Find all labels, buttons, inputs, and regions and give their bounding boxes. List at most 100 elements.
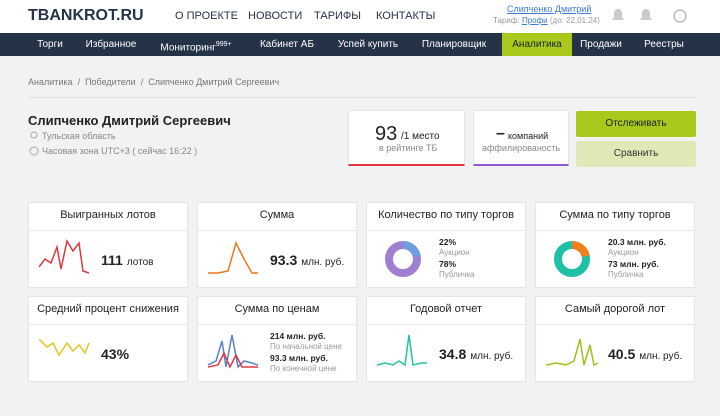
card-title: Самый дорогой лот [564,303,666,315]
crumb[interactable]: Победители [85,77,136,87]
stat-card: Выигранных лотов 111 лотов [28,202,188,288]
menu: Торги Избранное Мониторинг999+ Кабинет АБ Ус… [0,33,720,56]
entry-label: По начальной цене [270,342,342,351]
profile-timezone: Часовая зона UTC+3 ( сейчас 16:22 ) [42,146,198,156]
graphic [554,241,590,277]
profile-name: Слипченко Дмитрий Сергеевич [28,113,231,128]
unit: млн. руб. [639,351,683,362]
card-graphic [208,240,258,274]
entry-value: 214 млн. руб. [270,331,326,341]
nav-link[interactable]: ТАРИФЫ [314,10,362,22]
menu-item[interactable]: Мониторинг999+ [160,41,232,54]
graphic [39,338,90,357]
card-divider [367,230,525,231]
affiliate-box: – компаний аффилированость [473,110,569,166]
compare-label[interactable]: Сравнить [613,148,659,159]
stat-card: Количество по типу торгов 22% Аукцион 78% Пу… [366,202,526,288]
affiliate-unit: компаний [508,131,549,141]
card-graphic [546,338,599,367]
card-divider [198,230,356,231]
stat-card: Сумма по ценам 214 млн. руб. По начальной … [197,296,357,382]
tariff-label: Тариф: [493,16,520,25]
entry-value: 78% [439,259,457,269]
card-value: 111 лотов [101,252,153,268]
value: 43% [101,346,130,362]
divider [28,97,696,98]
tariff-name[interactable]: Профи [521,16,548,25]
breadcrumb: Аналитика / Победители / Слипченко Дмитр… [28,77,280,87]
value: 93.3 [270,252,298,268]
card-title: Количество по типу торгов [378,209,514,221]
card-graphic [39,338,90,357]
crumb[interactable]: Аналитика [28,77,73,87]
graphic [208,334,259,369]
graphic [39,238,90,274]
card-graphic [377,334,427,367]
card-graphic [554,241,590,277]
nav-link[interactable]: КОНТАКТЫ [376,10,436,22]
rank-caption: в рейтинге ТБ [379,143,438,153]
graphic [546,338,599,367]
track-label[interactable]: Отслеживать [605,118,667,129]
unit: лотов [126,257,154,268]
card-divider [367,324,525,325]
entry-label: По конечной цене [270,364,337,373]
entry-label: Аукцион [608,248,639,257]
card-value: 43% [101,346,129,362]
value: 34.8 [439,346,467,362]
menu-item[interactable]: Кабинет АБ [259,39,315,50]
crumb: Слипченко Дмитрий Сергеевич [148,77,280,87]
compare-button[interactable]: Сравнить [576,141,696,167]
card-divider [29,230,187,231]
card-divider [536,324,694,325]
graphic [208,240,258,274]
user-link[interactable]: Слипченко Дмитрий [507,4,592,14]
stat-card: Средний процент снижения 43% [28,296,188,382]
menu-badge: 999+ [215,41,232,48]
graphic [385,241,421,277]
value: 40.5 [608,346,636,362]
graphic [208,351,258,369]
card-value: 93.3 млн. руб. [270,252,344,268]
track-button[interactable]: Отслеживать [576,111,696,137]
profile-region: Тульская область [42,131,116,141]
card-title: Сумма [259,209,295,221]
nav-link[interactable]: НОВОСТИ [248,10,303,22]
rank-value: 93 [375,123,398,145]
menu-item[interactable]: Реестры [644,39,684,50]
stat-card: Сумма 93.3 млн. руб. [197,202,357,288]
affiliate-caption: аффилированость [482,143,561,153]
card-graphic [385,241,421,277]
nav-link[interactable]: О ПРОЕКТЕ [175,10,238,22]
card-divider [536,230,694,231]
logo[interactable]: TBANKROT.RU [28,7,144,24]
unit: млн. руб. [301,257,345,268]
card-graphic [208,334,259,369]
menu-item[interactable]: Аналитика [502,33,572,56]
card-value: 34.8 млн. руб. [439,346,513,362]
top-bar: TBANKROT.RU О ПРОЕКТЕ НОВОСТИ ТАРИФЫ КОН… [0,0,720,33]
entry-label: Публичка [608,270,644,279]
menu-item[interactable]: Успей купить [337,39,399,50]
menu-item[interactable]: Избранное [85,39,137,50]
tariff: Тариф: Профи (до: 22.01.24) [493,16,600,25]
unit: млн. руб. [470,351,514,362]
stat-card: Годовой отчет 34.8 млн. руб. [366,296,526,382]
menu-item[interactable]: Торги [37,39,63,50]
card-divider [29,324,187,325]
menu-item[interactable]: Планировщик [421,39,487,50]
card-title: Выигранных лотов [60,209,156,221]
entry-value: 93.3 млн. руб. [270,353,328,363]
value: 111 [101,252,123,268]
card-graphic [39,238,90,274]
menu-item[interactable]: Продажи [580,39,622,50]
card-divider [198,324,356,325]
rank-box: 93 /1 место в рейтинге ТБ [348,110,465,166]
card-value: 40.5 млн. руб. [608,346,682,362]
profile-icons [29,131,39,156]
tariff-until: (до: 22.01.24) [549,16,600,25]
stat-card: Самый дорогой лот 40.5 млн. руб. [535,296,695,382]
header-icons [612,9,687,23]
entry-value: 20.3 млн. руб. [608,237,666,247]
